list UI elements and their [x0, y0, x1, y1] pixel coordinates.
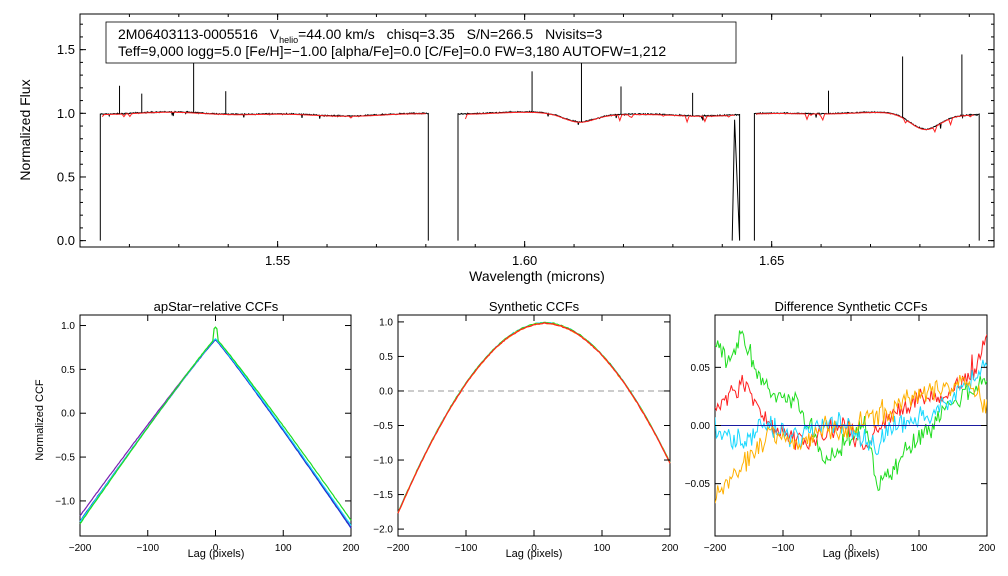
- synthetic-ccf-panel: Synthetic CCFs −200 −100 0 100 200 −2.0 −1.5 −1…: [373, 299, 679, 560]
- y-tick-label: 1.0: [57, 106, 75, 121]
- x-tick-label: 1.65: [759, 253, 784, 268]
- y-tick-label: −1.0: [373, 456, 393, 467]
- y-tick-label: 1.0: [379, 317, 393, 328]
- spectrum-ylabel: Normalized Flux: [17, 79, 33, 180]
- x-tick-label: 0: [213, 543, 219, 554]
- spectrum-panel: 1.55 1.60 1.65 0.0 0.5 1.0 1.5 Normalized Flux…: [17, 13, 995, 284]
- synthetic-ccf-green-line: [397, 321, 671, 514]
- synthetic-ccf-red-line: [397, 322, 671, 514]
- y-tick-label: −0.05: [685, 479, 711, 490]
- info-box: [105, 21, 737, 64]
- y-tick-label: 1.0: [61, 321, 75, 332]
- vhelio-label: V: [270, 26, 280, 42]
- model-spectrum-segment: [755, 112, 975, 134]
- apstar-ccf-frame: [79, 314, 352, 537]
- apstar-ccf-blue-line: [79, 338, 352, 529]
- synthetic-ccf-plot-area: [397, 321, 671, 514]
- y-tick-label: −0.5: [55, 453, 75, 464]
- y-tick-label: 0.0: [379, 386, 393, 397]
- x-tick-label: −200: [387, 543, 410, 554]
- info-line-1: 2M06403113-0005516 Vhelio=44.00 km/s chi…: [118, 26, 603, 45]
- synthetic-ccf-title: Synthetic CCFs: [489, 299, 580, 314]
- apstar-ccf-purple-line: [79, 338, 352, 528]
- x-tick-label: 200: [662, 543, 679, 554]
- x-tick-label: 200: [979, 543, 996, 554]
- observed-spectrum-segment: [457, 110, 741, 241]
- diff-ccf-axes: −200 −100 0 100 200 −0.05 0.00 0.05: [685, 315, 996, 554]
- synthetic-ccf-frame: [397, 314, 671, 537]
- nvisits: Nvisits=3: [545, 26, 602, 42]
- vhelio-value: =44.00 km/s: [298, 26, 375, 42]
- diff-ccf-panel: Difference Synthetic CCFs −200 −100 0 100 20…: [685, 299, 996, 560]
- x-tick-label: 0: [848, 543, 854, 554]
- x-tick-label: 1.55: [265, 253, 290, 268]
- x-tick-label: −100: [455, 543, 478, 554]
- apstar-ccf-green-line: [79, 326, 352, 525]
- synthetic-ccf-orange-line: [397, 322, 671, 514]
- star-id: 2M06403113-0005516: [118, 26, 258, 42]
- y-tick-label: 0.5: [379, 352, 393, 363]
- y-tick-label: −1.0: [55, 496, 75, 507]
- y-tick-label: −1.5: [373, 490, 393, 501]
- spectrum-plot-area: [99, 51, 980, 241]
- y-tick-label: 0.5: [57, 170, 75, 185]
- apstar-ccf-panel: apStar−relative CCFs −200 −100 0 100 200 −1.0…: [34, 299, 360, 560]
- spectrum-xlabel: Wavelength (microns): [469, 268, 605, 284]
- x-tick-label: 1.60: [512, 253, 537, 268]
- diff-ccf-plot-area: [715, 330, 987, 504]
- apstar-ccf-ylabel: Normalized CCF: [34, 379, 46, 461]
- y-tick-label: 0.00: [691, 421, 711, 432]
- x-tick-label: 0: [531, 543, 537, 554]
- x-tick-label: 100: [911, 543, 928, 554]
- y-tick-label: 0.0: [57, 233, 75, 248]
- observed-spectrum-segment: [99, 110, 429, 241]
- vhelio-sub: helio: [279, 35, 298, 45]
- model-spectrum-segment: [464, 111, 735, 124]
- synthetic-ccf-cyan-line: [397, 321, 671, 513]
- apstar-ccf-xlabel: Lag (pixels): [188, 548, 245, 560]
- y-tick-label: 0.05: [691, 363, 711, 374]
- spectrum-frame: [79, 13, 995, 248]
- x-tick-label: 200: [343, 543, 360, 554]
- diff-ccf-orange-line: [715, 374, 987, 504]
- spectrum-axes: 1.55 1.60 1.65 0.0 0.5 1.0 1.5: [57, 14, 994, 268]
- x-tick-label: 100: [594, 543, 611, 554]
- x-tick-label: −200: [704, 543, 727, 554]
- observed-spectrum-segment: [753, 110, 980, 241]
- apstar-ccf-title: apStar−relative CCFs: [154, 299, 279, 314]
- y-tick-label: 0.0: [61, 409, 75, 420]
- info-line-2: Teff=9,000 logg=5.0 [Fe/H]=−1.00 [alpha/…: [118, 43, 666, 59]
- x-tick-label: −200: [69, 543, 92, 554]
- chisq: chisq=3.35: [387, 26, 455, 42]
- y-tick-label: −0.5: [373, 421, 393, 432]
- y-tick-label: 1.5: [57, 42, 75, 57]
- model-spectrum-segment: [101, 111, 426, 119]
- synthetic-ccf-xlabel: Lag (pixels): [506, 548, 563, 560]
- apstar-ccf-axes: −200 −100 0 100 200 −1.0 −0.5 0.0 0.5 1.0: [55, 315, 360, 554]
- y-tick-label: −2.0: [373, 525, 393, 536]
- y-tick-label: 0.5: [61, 365, 75, 376]
- apstar-ccf-cyan-line: [79, 337, 352, 526]
- diff-ccf-green-line: [715, 330, 987, 492]
- snr: S/N=266.5: [467, 26, 534, 42]
- apstar-ccf-plot-area: [79, 326, 352, 529]
- x-tick-label: −100: [136, 543, 159, 554]
- diff-ccf-title: Difference Synthetic CCFs: [775, 299, 928, 314]
- x-tick-label: 100: [275, 543, 292, 554]
- synthetic-ccf-axes: −200 −100 0 100 200 −2.0 −1.5 −1.0 −0.5 0.0 0.5 1.0: [373, 315, 679, 554]
- diff-ccf-xlabel: Lag (pixels): [823, 548, 880, 560]
- x-tick-label: −100: [772, 543, 795, 554]
